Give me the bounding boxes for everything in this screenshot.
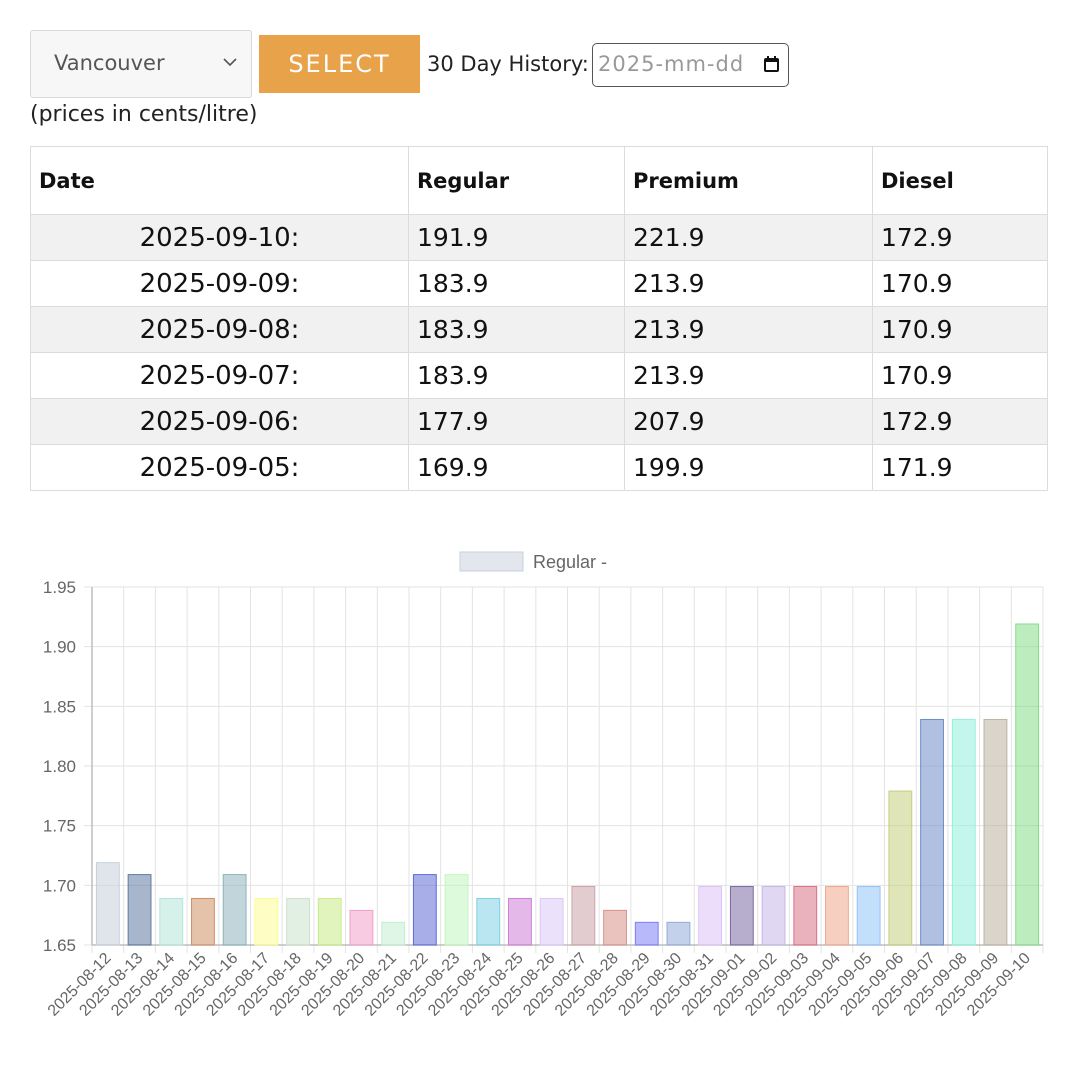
cell-regular: 169.9: [408, 444, 625, 491]
bar: [159, 897, 184, 946]
bar: [539, 897, 564, 946]
cell-date: 2025-09-08:: [30, 306, 409, 353]
cell-regular: 177.9: [408, 398, 625, 445]
cell-premium: 213.9: [624, 306, 873, 353]
table-row: 2025-09-07: 183.9 213.9 170.9: [30, 352, 1048, 399]
bar: [793, 886, 818, 946]
bar: [666, 921, 691, 946]
header-date: Date: [30, 146, 409, 215]
bar: [444, 874, 469, 946]
bar: [729, 886, 754, 946]
history-date-input[interactable]: 2025-mm-dd: [592, 43, 789, 87]
table-header-row: Date Regular Premium Diesel: [30, 146, 1048, 215]
bar: [508, 897, 532, 946]
cell-diesel: 172.9: [872, 214, 1048, 261]
y-tick-label: 1.90: [43, 638, 76, 657]
cell-regular: 183.9: [408, 352, 625, 399]
cell-date: 2025-09-10:: [30, 214, 409, 261]
bar: [349, 909, 374, 946]
bar: [761, 886, 786, 946]
cell-diesel: 170.9: [872, 260, 1048, 307]
price-table: Date Regular Premium Diesel 2025-09-10: …: [30, 146, 1048, 491]
cell-regular: 191.9: [408, 214, 625, 261]
bar: [191, 897, 215, 946]
table-row: 2025-09-06: 177.9 207.9 172.9: [30, 398, 1048, 445]
legend-label: Regular -: [533, 552, 607, 572]
units-note: (prices in cents/litre): [30, 102, 258, 127]
bar: [698, 886, 723, 946]
bar: [1015, 623, 1040, 946]
bar: [603, 909, 627, 946]
chart-svg: Regular -1.951.901.851.801.751.701.65202…: [43, 551, 1044, 1020]
header-diesel: Diesel: [872, 146, 1048, 215]
bar: [317, 897, 342, 946]
header-regular: Regular: [408, 146, 625, 215]
table-row: 2025-09-09: 183.9 213.9 170.9: [30, 260, 1048, 307]
cell-premium: 199.9: [624, 444, 873, 491]
cell-diesel: 171.9: [872, 444, 1048, 491]
bar: [888, 790, 913, 946]
cell-premium: 213.9: [624, 260, 873, 307]
header-premium: Premium: [624, 146, 873, 215]
cell-diesel: 172.9: [872, 398, 1048, 445]
history-label: 30 Day History:: [427, 52, 589, 76]
cell-premium: 213.9: [624, 352, 873, 399]
bar: [856, 886, 881, 946]
y-tick-label: 1.80: [43, 757, 76, 776]
cell-diesel: 170.9: [872, 352, 1048, 399]
cell-regular: 183.9: [408, 260, 625, 307]
table-row: 2025-09-10: 191.9 221.9 172.9: [30, 214, 1048, 261]
table-row: 2025-09-05: 169.9 199.9 171.9: [30, 444, 1048, 491]
legend-swatch: [459, 551, 524, 572]
cell-date: 2025-09-07:: [30, 352, 409, 399]
bar: [286, 897, 310, 946]
y-tick-label: 1.95: [43, 578, 76, 597]
bar: [412, 874, 437, 946]
bar: [95, 862, 120, 946]
bar: [476, 897, 501, 946]
date-placeholder: 2025-mm-dd: [598, 52, 745, 76]
bar: [634, 921, 659, 946]
bar: [951, 718, 976, 946]
y-tick-label: 1.70: [43, 876, 76, 895]
city-select-value: Vancouver: [54, 51, 165, 75]
bar: [381, 921, 406, 946]
bar: [222, 874, 247, 946]
y-tick-label: 1.65: [43, 936, 76, 955]
cell-diesel: 170.9: [872, 306, 1048, 353]
city-select[interactable]: Vancouver: [30, 30, 252, 98]
bar: [825, 886, 849, 946]
cell-regular: 183.9: [408, 306, 625, 353]
cell-premium: 207.9: [624, 398, 873, 445]
cell-date: 2025-09-05:: [30, 444, 409, 491]
bar: [127, 874, 152, 946]
bar: [920, 718, 944, 946]
calendar-icon[interactable]: [763, 56, 780, 73]
y-tick-label: 1.85: [43, 697, 76, 716]
chevron-down-icon: [223, 58, 237, 67]
cell-date: 2025-09-06:: [30, 398, 409, 445]
price-chart: Regular -1.95 1.90 1.85 1.80 1.75 1.70 1.65 202…: [0, 540, 1080, 1070]
bar: [571, 886, 596, 946]
select-button[interactable]: SELECT: [259, 35, 420, 93]
y-tick-label: 1.75: [43, 817, 76, 836]
cell-premium: 221.9: [624, 214, 873, 261]
bar: [983, 718, 1008, 946]
bar: [254, 897, 279, 946]
cell-date: 2025-09-09:: [30, 260, 409, 307]
table-row: 2025-09-08: 183.9 213.9 170.9: [30, 306, 1048, 353]
